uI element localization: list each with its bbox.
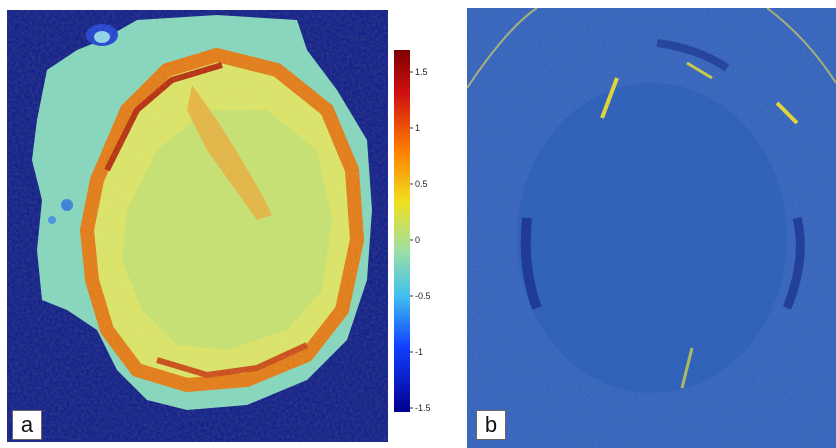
panel-label-a: a xyxy=(12,410,42,440)
colorbar-tick-label: -1.5 xyxy=(415,403,431,412)
colorbar-ticks: 1.5 1 0.5 0 -0.5 -1 -1.5 xyxy=(410,67,431,412)
difference-map-image xyxy=(467,8,836,448)
colorbar-tick-label: 0.5 xyxy=(415,179,428,189)
panel-label-b: b xyxy=(476,410,506,440)
colorbar-tick-label: 0 xyxy=(415,235,420,245)
colorbar: 1.5 1 0.5 0 -0.5 -1 -1.5 xyxy=(394,50,431,412)
colorbar-tick-label: 1 xyxy=(415,123,420,133)
colorbar-tick-label: 1.5 xyxy=(415,67,428,77)
color-map-image xyxy=(7,10,388,442)
colorbar-tick-label: -0.5 xyxy=(415,291,431,301)
colorbar-gradient xyxy=(394,50,410,412)
colorbar-tick-label: -1 xyxy=(415,347,423,357)
